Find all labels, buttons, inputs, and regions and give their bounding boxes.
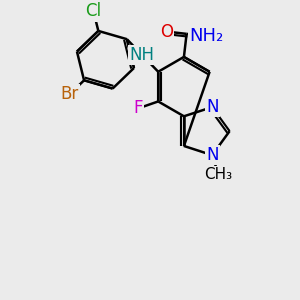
- Text: N: N: [206, 98, 218, 116]
- Text: NH₂: NH₂: [190, 27, 224, 45]
- Text: Br: Br: [60, 85, 79, 103]
- Text: F: F: [134, 99, 143, 117]
- Text: O: O: [160, 22, 173, 40]
- Text: N: N: [206, 146, 218, 164]
- Text: NH: NH: [130, 46, 154, 64]
- Text: CH₃: CH₃: [204, 167, 232, 182]
- Text: Cl: Cl: [85, 2, 101, 20]
